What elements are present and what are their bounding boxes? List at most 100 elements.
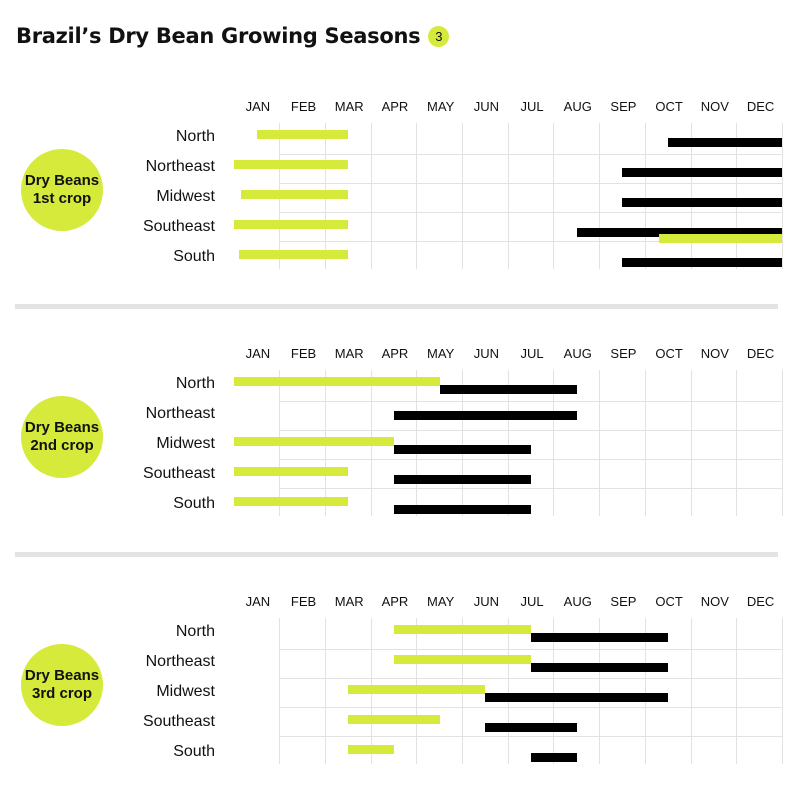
month-label: JUL xyxy=(520,594,544,609)
region-label: South xyxy=(173,495,215,512)
month-label: OCT xyxy=(655,594,683,609)
harvest-bar xyxy=(668,138,783,147)
grid-line-vertical xyxy=(690,123,692,269)
region-label: North xyxy=(175,623,215,640)
region-label: Northeast xyxy=(145,405,215,422)
harvest-bar xyxy=(439,385,577,394)
planting-bar xyxy=(348,715,440,724)
crop-label-line: Dry Beans xyxy=(24,172,100,189)
month-label: MAR xyxy=(334,99,364,114)
region-label: Southeast xyxy=(142,465,215,482)
month-label: MAY xyxy=(427,99,455,114)
grid-line-vertical xyxy=(736,123,738,269)
planting-bar xyxy=(238,250,349,259)
grid-line-vertical xyxy=(507,618,509,764)
planting-bar xyxy=(393,625,532,634)
month-label: JAN xyxy=(245,99,271,114)
month-label: JAN xyxy=(245,594,271,609)
region-label: Midwest xyxy=(156,435,215,452)
month-label: NOV xyxy=(700,346,729,361)
crop-panel: JAN FEB MAR APR MAY JUN JUL AUG SEP OCT NOV DEC Dry … xyxy=(0,340,800,540)
grid-line-vertical xyxy=(736,618,738,764)
harvest-bar xyxy=(393,445,532,454)
section-separator xyxy=(15,552,778,557)
page-title: Brazil’s Dry Bean Growing Seasons 3 xyxy=(16,24,450,48)
grid-line-vertical xyxy=(507,370,509,516)
grid-line-vertical xyxy=(599,370,601,516)
grid-line-vertical xyxy=(553,370,555,516)
month-label: FEB xyxy=(290,594,317,609)
harvest-bar xyxy=(485,723,577,732)
crop-label-line: 3rd crop xyxy=(31,685,92,702)
region-label: North xyxy=(175,128,215,145)
grid-line-horizontal xyxy=(279,401,783,402)
grid-line-vertical xyxy=(690,370,692,516)
month-label: DEC xyxy=(746,99,775,114)
planting-bar xyxy=(240,190,349,199)
grid-line-horizontal xyxy=(279,488,783,489)
grid-line-vertical xyxy=(599,123,601,269)
month-label: DEC xyxy=(746,594,775,609)
harvest-bar xyxy=(622,198,783,207)
grid-line-horizontal xyxy=(279,430,783,431)
title-badge: 3 xyxy=(428,26,450,47)
crop-label-line: Dry Beans xyxy=(24,667,100,684)
region-label: Southeast xyxy=(142,218,215,235)
region-label: Midwest xyxy=(156,188,215,205)
planting-bar xyxy=(348,745,394,754)
month-label: SEP xyxy=(610,99,637,114)
crop-label-line: Dry Beans xyxy=(24,419,100,436)
section-separator xyxy=(15,304,778,309)
planting-bar xyxy=(348,685,486,694)
grid-line-vertical xyxy=(781,370,783,516)
grid-line-vertical xyxy=(690,618,692,764)
crop-panel: JAN FEB MAR APR MAY JUN JUL AUG SEP OCT NOV DEC Dry … xyxy=(0,588,800,788)
grid-line-horizontal xyxy=(279,459,783,460)
grid-line-horizontal xyxy=(279,241,783,242)
grid-line-vertical xyxy=(644,123,646,269)
region-label: North xyxy=(175,375,215,392)
planting-bar xyxy=(234,497,349,506)
month-label: FEB xyxy=(290,346,317,361)
month-label: APR xyxy=(381,594,409,609)
region-label: Southeast xyxy=(142,713,215,730)
month-label: AUG xyxy=(563,346,592,361)
grid-line-vertical xyxy=(644,370,646,516)
crop-label-line: 1st crop xyxy=(32,190,92,207)
grid-line-horizontal xyxy=(279,154,783,155)
month-label: JUL xyxy=(520,346,544,361)
grid-line-horizontal xyxy=(279,183,783,184)
region-label: South xyxy=(173,248,215,265)
grid-line-vertical xyxy=(781,618,783,764)
grid-line-vertical xyxy=(370,123,372,269)
grid-line-vertical xyxy=(553,618,555,764)
month-label: MAY xyxy=(427,346,455,361)
month-label: OCT xyxy=(655,99,683,114)
region-label: South xyxy=(173,743,215,760)
harvest-bar xyxy=(393,411,577,420)
month-label: SEP xyxy=(610,594,637,609)
region-label: Northeast xyxy=(145,158,215,175)
harvest-bar xyxy=(485,693,669,702)
month-label: APR xyxy=(381,346,409,361)
grid-line-vertical xyxy=(462,370,463,516)
harvest-bar xyxy=(393,475,532,484)
month-label: JUN xyxy=(473,594,499,609)
grid-line-vertical xyxy=(736,370,738,516)
month-label: MAR xyxy=(334,594,364,609)
grid-line-vertical xyxy=(507,123,509,269)
title-text: Brazil’s Dry Bean Growing Seasons xyxy=(16,24,421,48)
grid-line-vertical xyxy=(416,123,418,269)
month-label: APR xyxy=(381,99,409,114)
planting-bar xyxy=(393,655,532,664)
month-label: MAY xyxy=(427,594,455,609)
grid-line-horizontal xyxy=(279,678,783,679)
crop-label-line: 2nd crop xyxy=(30,437,94,454)
planting-bar xyxy=(659,234,783,243)
planting-bar xyxy=(234,437,394,446)
grid-line-vertical xyxy=(781,123,783,269)
month-label: MAR xyxy=(334,346,364,361)
planting-bar xyxy=(234,160,349,169)
month-label: AUG xyxy=(563,594,592,609)
grid-line-vertical xyxy=(416,370,418,516)
